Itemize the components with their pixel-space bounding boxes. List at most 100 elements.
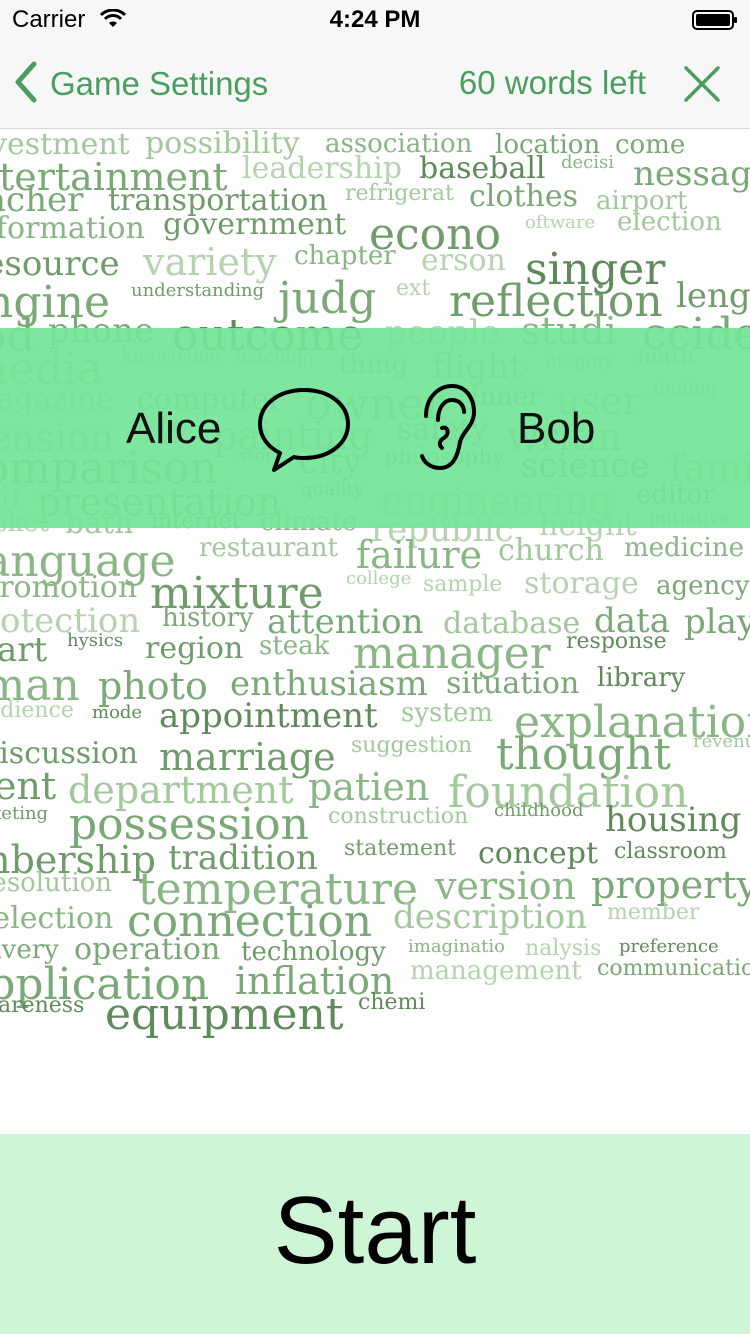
cloud-word: nalysis	[525, 936, 602, 961]
cloud-word: temperature	[138, 864, 419, 915]
status-bar: Carrier 4:24 PM	[0, 0, 750, 40]
cloud-word: explanation	[514, 697, 750, 748]
cloud-word: ext	[396, 276, 431, 301]
cloud-word: nessage	[633, 154, 750, 194]
navigation-bar: Game Settings 60 words left	[0, 40, 750, 129]
cloud-word: property	[591, 863, 750, 907]
cloud-word: government	[163, 207, 347, 242]
cloud-word: situation	[446, 666, 580, 701]
cloud-word: suggestion	[351, 733, 473, 758]
cloud-word: classroom	[614, 839, 727, 864]
cloud-word: system	[401, 698, 493, 728]
cloud-word: erson	[421, 243, 506, 278]
cloud-word: region	[145, 631, 244, 666]
start-button[interactable]: Start	[0, 1134, 750, 1334]
cloud-word: promotion	[0, 570, 138, 605]
cloud-word: vestment	[0, 129, 130, 162]
cloud-word: discussion	[0, 736, 139, 771]
cloud-word: equipment	[105, 989, 344, 1040]
cloud-word: association	[325, 129, 473, 159]
speaker-name: Alice	[126, 404, 222, 453]
cloud-word: event	[0, 764, 57, 808]
cloud-word: possession	[69, 799, 309, 850]
cloud-word: possibility	[145, 129, 300, 161]
cloud-word: delivery	[0, 935, 59, 965]
cloud-word: application	[0, 959, 210, 1010]
cloud-word: construction	[328, 804, 469, 829]
cloud-word: history	[162, 603, 254, 633]
cloud-word: failure	[356, 533, 483, 577]
cloud-word: revenue	[693, 731, 750, 752]
cloud-word: photo	[98, 664, 208, 708]
cloud-word: marketing	[0, 803, 49, 824]
cloud-word: come	[615, 130, 686, 160]
cloud-word: reflection	[449, 276, 663, 327]
cloud-word: agency	[656, 571, 750, 601]
words-left-count: 60 words left	[458, 64, 646, 101]
chevron-left-icon	[14, 61, 38, 108]
cloud-word: storage	[524, 566, 639, 601]
cloud-word: database	[443, 606, 581, 641]
cloud-word: audience	[0, 698, 74, 723]
cloud-word: foundation	[448, 767, 689, 818]
cloud-word: manager	[353, 628, 551, 679]
cloud-word: engine	[0, 277, 110, 328]
back-button[interactable]: Game Settings	[14, 61, 268, 108]
cloud-word: heart	[0, 630, 48, 670]
cloud-word: mode	[92, 702, 143, 723]
cloud-word: oman	[0, 660, 80, 711]
cloud-word: clothes	[469, 179, 578, 214]
cloud-word: sample	[423, 572, 503, 597]
ear-icon	[412, 382, 478, 479]
close-icon[interactable]	[682, 64, 722, 104]
cloud-word: language	[0, 536, 176, 587]
cloud-word: management	[410, 956, 582, 986]
cloud-word: leadership	[242, 151, 403, 186]
cloud-word: enthusiasm	[230, 664, 428, 704]
cloud-word: protection	[0, 601, 141, 641]
cloud-word: imaginatio	[408, 936, 505, 957]
cloud-word: response	[566, 629, 667, 654]
cloud-word: college	[346, 568, 412, 589]
listener-name: Bob	[517, 404, 596, 453]
cloud-word: data	[594, 601, 670, 641]
cloud-word: connection	[127, 896, 373, 947]
cloud-word: department	[68, 768, 294, 812]
wifi-icon	[99, 8, 127, 34]
cloud-word: refrigerat	[345, 181, 454, 206]
cloud-word: hysics	[67, 630, 124, 651]
cloud-word: church	[498, 533, 604, 568]
cloud-word: decisi	[561, 152, 615, 173]
cloud-word: teacher	[0, 180, 84, 220]
cloud-word: preference	[619, 936, 719, 957]
cloud-word: embership	[0, 838, 156, 882]
start-label: Start	[273, 1177, 477, 1284]
cloud-word: housing	[605, 800, 742, 840]
cloud-word: chapter	[294, 241, 396, 271]
cloud-word: information	[0, 211, 145, 246]
cloud-word: statement	[344, 836, 456, 861]
cloud-word: transportation	[108, 183, 328, 218]
cloud-word: variety	[143, 240, 277, 284]
cloud-word: length	[676, 276, 750, 316]
cloud-word: awareness	[0, 993, 85, 1018]
cloud-word: tradition	[168, 838, 318, 878]
cloud-word: oftware	[525, 212, 596, 233]
cloud-word: resource	[0, 244, 120, 284]
cloud-word: communication	[597, 956, 750, 981]
cloud-word: description	[393, 897, 588, 937]
cloud-word: attention	[267, 602, 424, 642]
cloud-word: library	[597, 663, 686, 693]
cloud-word: judg	[278, 273, 377, 324]
cloud-word: singer	[525, 244, 666, 295]
speech-bubble-icon	[256, 384, 352, 481]
cloud-word: thought	[496, 729, 672, 780]
cloud-word: player	[684, 602, 750, 642]
status-time: 4:24 PM	[329, 6, 421, 33]
cloud-word: medicine	[624, 533, 745, 563]
cloud-word: version	[435, 864, 577, 908]
cloud-word: appointment	[159, 696, 378, 736]
cloud-word: baseball	[419, 151, 546, 186]
cloud-word: econo	[369, 209, 501, 260]
carrier-label: Carrier	[12, 6, 86, 33]
